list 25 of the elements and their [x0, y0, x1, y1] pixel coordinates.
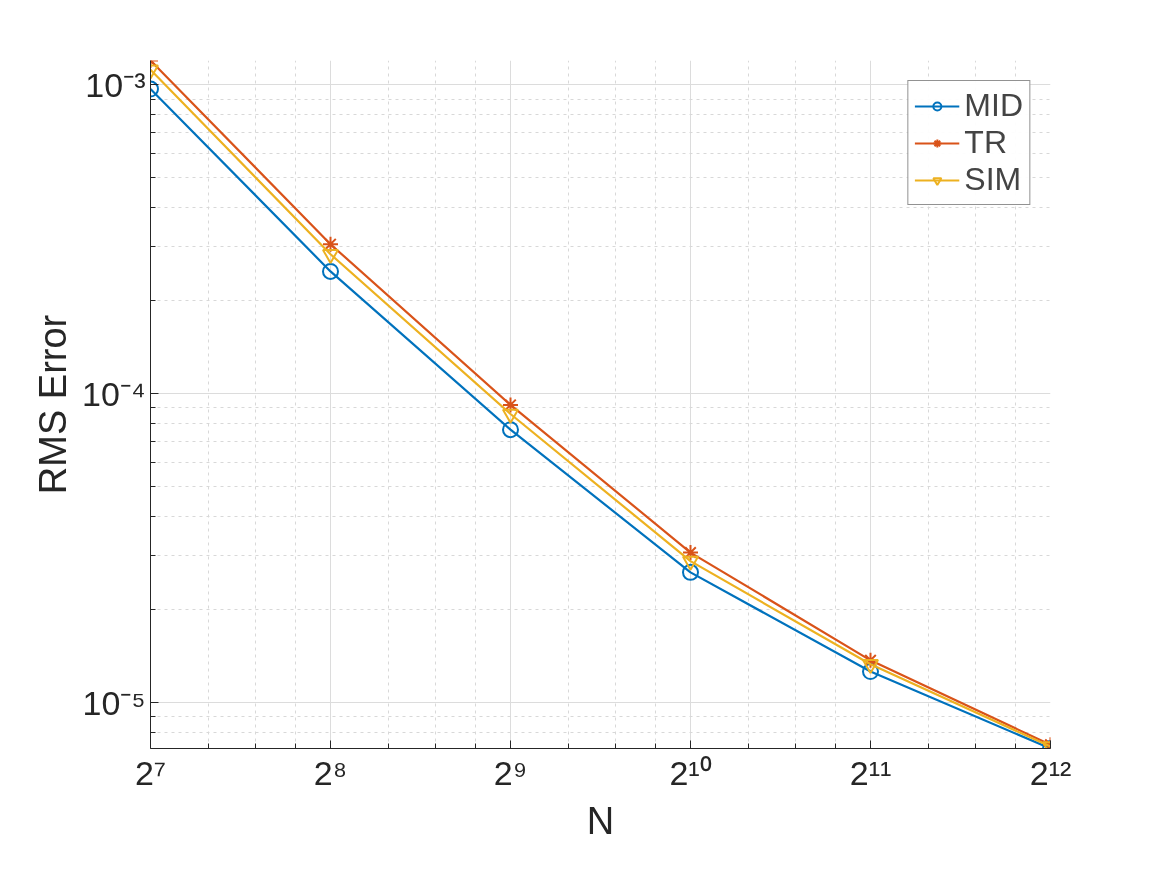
point [862, 651, 879, 669]
point [322, 248, 339, 264]
y-tick-label: 10⁻³ [85, 65, 146, 104]
x-tick-label: 2⁹ [493, 753, 528, 792]
y-axis-title: RMS Error [32, 314, 75, 495]
x-tick-label: 2¹⁰ [669, 753, 712, 792]
y-tick-label: 10⁻⁵ [82, 683, 146, 722]
x-axis-title: N [586, 799, 615, 842]
point [502, 408, 519, 424]
point [682, 563, 699, 581]
x-tick-label: 2⁸ [313, 753, 348, 792]
point [682, 544, 699, 562]
legend-label: MID [964, 87, 1023, 124]
point [502, 421, 519, 439]
x-tick-label: 2⁷ [134, 753, 167, 792]
x-tick-label: 2¹¹ [849, 753, 892, 792]
point [322, 262, 339, 280]
legend-label: SIM [964, 161, 1022, 198]
point [322, 235, 339, 253]
point [862, 663, 879, 681]
point [682, 555, 699, 571]
point [502, 396, 519, 414]
legend-label: TR [964, 124, 1007, 161]
y-tick-label: 10⁻⁴ [82, 374, 146, 413]
x-tick-label: 2¹² [1029, 753, 1072, 792]
